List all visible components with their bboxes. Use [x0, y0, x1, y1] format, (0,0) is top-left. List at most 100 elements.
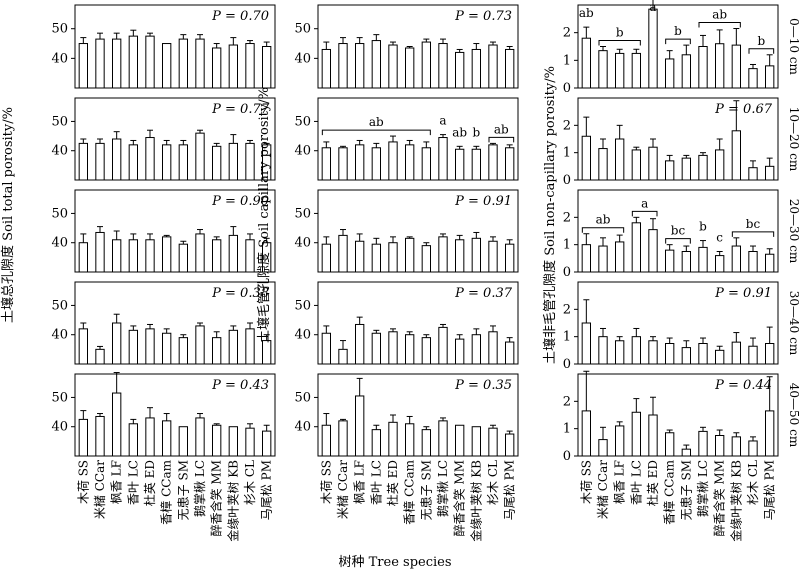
x-tick-label: 杉木 CL: [486, 460, 500, 505]
bar: [488, 44, 498, 89]
panel-total-5: 40 50 P = 0.43 木荷 SS 米槠 CCar 枫香 LF 香叶 LC 杜英 ED 香…: [51, 372, 276, 542]
bar: [245, 142, 255, 181]
bar: [421, 41, 431, 89]
bar: [488, 331, 498, 365]
bar: [581, 135, 592, 181]
x-tick-label: 醉香含笑 MM: [452, 460, 467, 536]
bar: [715, 43, 725, 89]
panel-total-4: 40 50 P = 0.38: [51, 281, 276, 365]
y-tick-label: 40: [51, 51, 68, 66]
bar: [162, 420, 172, 457]
bar: [748, 68, 758, 89]
bar: [438, 43, 448, 89]
panel-capillary-3: 40 50 P = 0.91: [294, 189, 519, 273]
y-tick-label: 50: [294, 298, 311, 313]
bar: [78, 242, 88, 273]
x-tick-label: 杜英 ED: [385, 460, 400, 506]
x-tick-label: 醉香含笑 MM: [712, 460, 727, 536]
bar: [455, 338, 465, 365]
y-tick-label: 0: [563, 357, 571, 372]
bar: [95, 348, 105, 365]
y-axis-title: 土壤非毛管孔隙度 Soil non-capillary porosity/%: [542, 66, 558, 364]
bar: [195, 38, 205, 89]
y-axis-title: 土壤毛管孔隙度 Soil capillary porosity/%: [256, 87, 272, 343]
x-tick-label: 香叶 LC: [369, 460, 383, 505]
y-tick-label: 1: [563, 53, 571, 68]
sig-letter: b: [674, 24, 682, 38]
bar: [731, 436, 742, 457]
panel-frame: [317, 97, 519, 181]
bar: [245, 328, 255, 365]
y-tick-label: 1: [563, 422, 571, 437]
bar: [321, 332, 331, 365]
p-value-label: P = 0.37: [454, 286, 513, 301]
sig-letter: ab: [596, 213, 611, 227]
bar: [321, 147, 331, 181]
x-tick-label: 米槠 CCar: [595, 460, 610, 519]
bar: [505, 243, 515, 273]
bar: [715, 349, 725, 365]
bar: [581, 322, 592, 365]
bar: [471, 237, 481, 273]
bar: [698, 46, 708, 89]
bar: [631, 411, 642, 457]
y-tick-label: 0: [563, 449, 571, 464]
y-tick-label: 40: [294, 144, 311, 159]
bar: [455, 51, 465, 89]
bar: [195, 233, 205, 273]
bar: [648, 414, 658, 457]
x-tick-label: 杉木 CL: [746, 460, 760, 505]
y-tick-label: 2: [563, 394, 571, 409]
x-tick-label: 杉木 CL: [243, 460, 257, 505]
sig-bracket: [731, 231, 775, 237]
bar: [338, 147, 348, 181]
y-tick-label: 1: [563, 330, 571, 345]
y-tick-label: 40: [294, 51, 311, 66]
bar: [731, 44, 742, 89]
bar: [245, 427, 255, 457]
panel-capillary-1: 40 50 P = 0.73: [294, 4, 519, 89]
bar: [212, 145, 222, 181]
bar: [162, 332, 172, 365]
bar: [581, 37, 592, 89]
y-axis-title: 土壤总孔隙度 Soil total porosity/%: [0, 107, 16, 323]
x-tick-label: 香樟 CCam: [159, 459, 174, 524]
bar: [112, 322, 122, 365]
y-tick-label: 2: [563, 26, 571, 41]
x-tick-label: 鹅掌楸 LC: [695, 460, 710, 517]
bar: [471, 148, 481, 181]
sig-bracket: [665, 38, 691, 45]
x-tick-label: 金缘叶荚树 KB: [225, 460, 240, 542]
bar: [212, 239, 222, 273]
sig-bracket: [665, 238, 691, 244]
bar: [178, 144, 189, 181]
bar: [505, 341, 515, 365]
bar: [405, 237, 415, 273]
y-tick-label: 0: [563, 265, 571, 280]
sig-bracket: [748, 48, 775, 54]
bar: [421, 147, 431, 181]
bar: [631, 149, 642, 181]
bar: [405, 47, 415, 89]
bar: [681, 347, 692, 365]
bar: [371, 332, 381, 365]
bar: [321, 48, 331, 89]
p-value-label: P = 0.91: [454, 194, 512, 209]
bar: [765, 65, 775, 89]
sig-bracket: [598, 40, 641, 46]
bar: [731, 130, 742, 181]
bar: [648, 146, 658, 181]
bar: [195, 417, 205, 457]
bar: [505, 433, 515, 457]
panel-total-1: 40 50 P = 0.70: [51, 4, 276, 89]
sig-letter: bc: [671, 224, 686, 238]
bar: [355, 43, 365, 89]
y-tick-label: 50: [51, 22, 68, 37]
bar: [698, 343, 708, 365]
bar: [598, 439, 608, 457]
bar: [371, 40, 381, 89]
bar: [715, 435, 725, 457]
bar: [455, 239, 465, 273]
y-tick-label: 40: [51, 328, 68, 343]
bar: [112, 239, 122, 273]
